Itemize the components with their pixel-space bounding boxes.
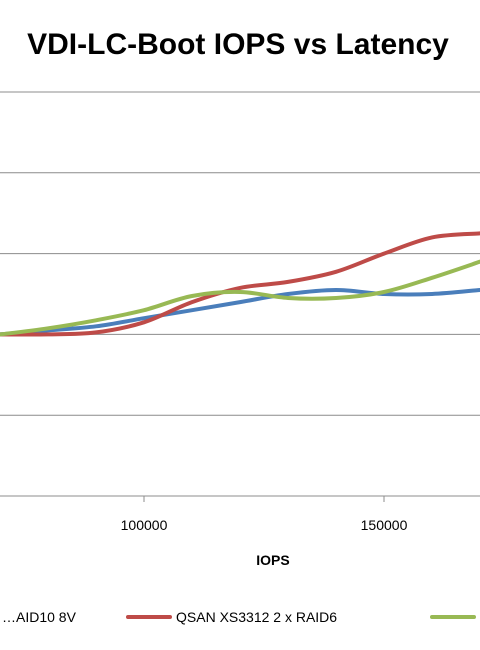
legend-label-1: …AID10 8V <box>2 609 77 625</box>
x-axis-label: IOPS <box>256 552 289 568</box>
chart-title: VDI-LC-Boot IOPS vs Latency <box>27 28 449 61</box>
series-line-2 <box>0 231 480 337</box>
series-line-1 <box>0 288 480 337</box>
x-tick-labels: 100000 150000 <box>121 496 408 533</box>
series-line-3 <box>0 259 480 337</box>
legend-label-2: QSAN XS3312 2 x RAID6 <box>176 609 337 625</box>
x-tick-label: 100000 <box>121 517 168 533</box>
x-tick-label: 150000 <box>361 517 408 533</box>
series-lines <box>0 231 480 337</box>
legend: …AID10 8V QSAN XS3312 2 x RAID6 <box>2 609 476 625</box>
